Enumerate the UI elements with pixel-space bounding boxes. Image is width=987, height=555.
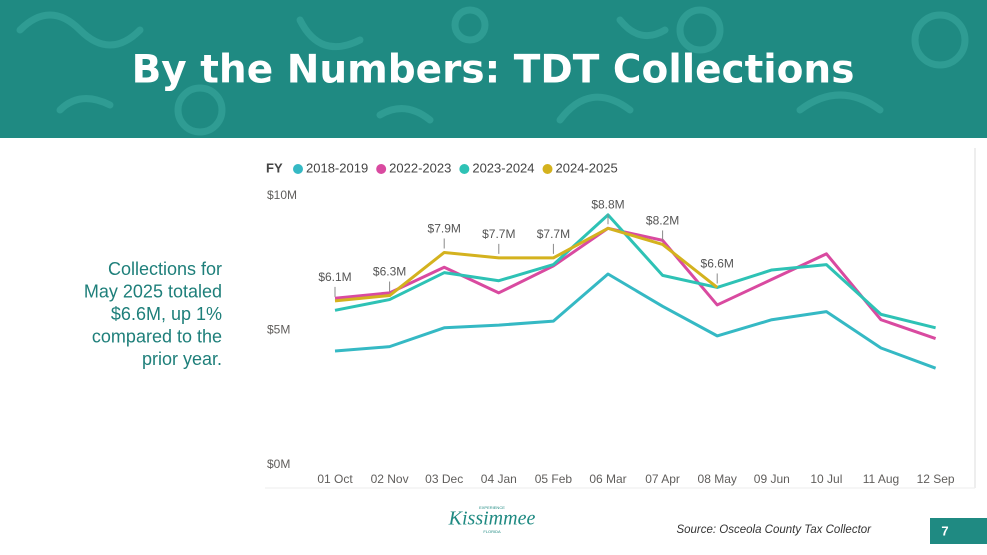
data-label: $7.7M: [482, 227, 515, 241]
data-label: $7.9M: [428, 222, 461, 236]
x-tick-label: 02 Nov: [371, 472, 409, 486]
x-tick-label: 05 Feb: [535, 472, 573, 486]
series-line: [334, 272, 937, 370]
summary-line: Collections for: [108, 259, 222, 279]
source-note: Source: Osceola County Tax Collector: [676, 524, 872, 536]
y-tick-label: $0M: [267, 457, 290, 471]
page-number-box: [930, 518, 987, 544]
legend-label: 2018-2019: [306, 160, 368, 175]
y-tick-label: $10M: [267, 188, 297, 202]
series-line: [334, 213, 936, 330]
x-tick-label: 01 Oct: [317, 472, 353, 486]
legend-swatch: [293, 164, 303, 174]
x-tick-label: 09 Jun: [754, 472, 790, 486]
legend-swatch: [376, 164, 387, 174]
summary-line: compared to the: [92, 326, 222, 346]
data-label: $6.1M: [318, 270, 351, 284]
logo: Kissimmee: [448, 508, 536, 530]
header-pattern: [16, 6, 969, 136]
x-tick-label: 07 Apr: [645, 472, 680, 486]
legend-swatch: [459, 164, 470, 174]
series-line: [334, 226, 937, 340]
summary-line: prior year.: [142, 349, 222, 369]
x-tick-label: 12 Sep: [917, 472, 955, 486]
slide-title: By the Numbers: TDT Collections: [132, 48, 855, 93]
x-tick-label: 06 Mar: [589, 472, 626, 486]
legend-label: 2024-2025: [556, 160, 618, 175]
data-label: $6.3M: [373, 265, 406, 279]
x-tick-label: 04 Jan: [481, 472, 517, 486]
data-label: $6.6M: [701, 257, 734, 271]
x-tick-label: 08 May: [698, 472, 737, 486]
x-tick-label: 03 Dec: [425, 472, 463, 486]
legend-label: 2023-2024: [472, 160, 534, 175]
legend-swatch: [542, 164, 553, 174]
page-number: 7: [941, 523, 948, 538]
x-tick-label: 10 Jul: [810, 472, 842, 486]
logo-top: EXPERIENCE: [479, 505, 505, 510]
summary-line: May 2025 totaled: [84, 281, 222, 301]
data-label: $8.8M: [591, 197, 624, 211]
legend-title: FY: [266, 160, 283, 175]
x-tick-label: 11 Aug: [863, 472, 899, 486]
data-label: $8.2M: [646, 214, 679, 228]
logo-bottom: FLORIDA: [483, 529, 501, 534]
series-line: [334, 226, 719, 303]
legend-label: 2022-2023: [389, 160, 451, 175]
data-label: $7.7M: [537, 227, 570, 241]
chart: $0M $5M $10M 01 Oct 02 Nov 03 Dec 04 Jan 05 Feb…: [266, 160, 955, 486]
header-band: [0, 0, 987, 138]
y-tick-label: $5M: [267, 323, 290, 337]
summary-line: $6.6M, up 1%: [111, 304, 222, 324]
